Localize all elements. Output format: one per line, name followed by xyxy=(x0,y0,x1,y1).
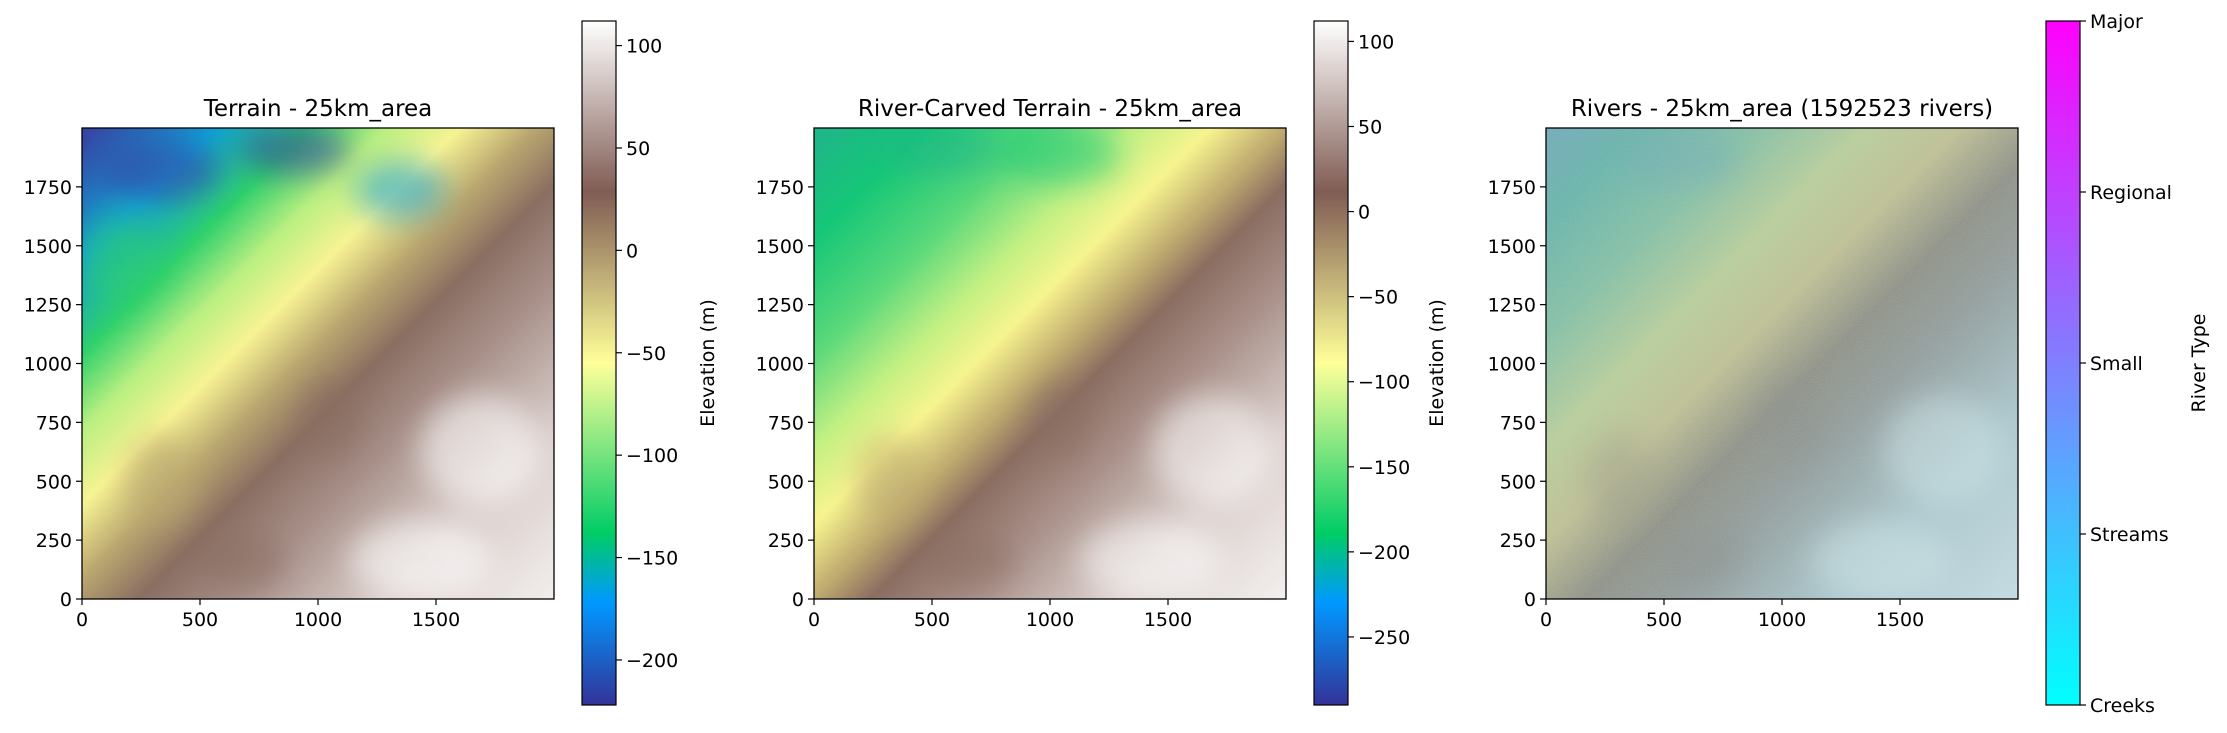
colorbar-ticks-terrain: 100 50 0 −50 −100 −150 −200 xyxy=(616,36,678,672)
y-tick-label: 500 xyxy=(768,471,804,493)
colorbar-tick-label: −250 xyxy=(1358,627,1410,649)
colorbar-river-carved xyxy=(1314,21,1348,705)
y-tick-label: 750 xyxy=(768,412,804,434)
axes-rivers: 0 500 1000 1500 0 250 500 750 1000 1250 1500 1750 xyxy=(1488,177,1925,631)
y-tick-label: 1500 xyxy=(756,236,804,258)
panel-terrain: Terrain - 25km_area 0 500 1000 150002505007… xyxy=(24,20,719,706)
colorbar-tick-label: −150 xyxy=(626,548,678,570)
x-tick-label: 500 xyxy=(914,609,950,631)
colorbar-tick-label: −150 xyxy=(1358,457,1410,479)
colorbar-tick-label: −50 xyxy=(626,343,666,365)
colorbar-label-river-carved: Elevation (m) xyxy=(1426,299,1448,427)
colorbar-label-rivers: River Type xyxy=(2188,314,2210,413)
colorbar-category-label: Small xyxy=(2090,353,2143,375)
colorbar-ticks-rivers: Creeks Streams Small Regional Major xyxy=(2080,11,2172,717)
colorbar-tick-label: 0 xyxy=(626,240,638,262)
y-tick-label: 1250 xyxy=(24,295,72,317)
heatmap-rivers xyxy=(1546,128,2018,599)
colorbar-terrain xyxy=(582,21,616,705)
panel-river-carved: River-Carved Terrain - 25km_area 0 500 100… xyxy=(756,20,1448,706)
colorbar-tick-label: 100 xyxy=(1358,31,1394,53)
x-tick-label: 1500 xyxy=(412,609,460,631)
colorbar-tick-label: 0 xyxy=(1358,202,1370,224)
colorbar-category-label: Regional xyxy=(2090,182,2172,204)
x-tick-label: 500 xyxy=(1646,609,1682,631)
y-tick-label: 750 xyxy=(36,412,72,434)
x-tick-label: 1500 xyxy=(1876,609,1924,631)
axes-river-carved: 0 500 1000 1500 0 250 500 750 1000 1250 1500 1750 xyxy=(756,177,1193,631)
y-tick-label: 1750 xyxy=(24,177,72,199)
colorbar-tick-label: 100 xyxy=(626,36,662,58)
y-tick-label: 1250 xyxy=(1488,295,1536,317)
colorbar-tick-label: −200 xyxy=(626,650,678,672)
x-tick-label: 0 xyxy=(76,609,88,631)
y-tick-label: 1750 xyxy=(1488,177,1536,199)
y-tick-label: 0 xyxy=(60,589,72,611)
y-tick-label: 1500 xyxy=(24,236,72,258)
colorbar-label-terrain: Elevation (m) xyxy=(697,299,719,427)
colorbar-category-label: Streams xyxy=(2090,524,2169,546)
x-tick-label: 1500 xyxy=(1144,609,1192,631)
y-tick-label: 750 xyxy=(1500,412,1536,434)
colorbar-tick-label: −100 xyxy=(1358,372,1410,394)
x-tick-label: 500 xyxy=(182,609,218,631)
panel-2-title: River-Carved Terrain - 25km_area xyxy=(858,96,1242,122)
heatmap-terrain xyxy=(82,128,554,599)
y-tick-label: 1500 xyxy=(1488,236,1536,258)
y-tick-label: 1250 xyxy=(756,295,804,317)
y-tick-label: 0 xyxy=(792,589,804,611)
y-tick-label: 500 xyxy=(1500,471,1536,493)
y-tick-label: 500 xyxy=(36,471,72,493)
x-tick-label: 1000 xyxy=(294,609,342,631)
y-tick-label: 1000 xyxy=(1488,354,1536,376)
colorbar-category-label: Creeks xyxy=(2090,695,2155,717)
panel-1-title: Terrain - 25km_area xyxy=(203,96,433,122)
y-tick-label: 250 xyxy=(1500,530,1536,552)
y-tick-label: 0 xyxy=(1524,589,1536,611)
colorbar-tick-label: −50 xyxy=(1358,287,1398,309)
colorbar-tick-label: −200 xyxy=(1358,542,1410,564)
colorbar-rivers xyxy=(2046,21,2080,705)
y-tick-label: 1000 xyxy=(24,354,72,376)
y-tick-label: 1750 xyxy=(756,177,804,199)
colorbar-tick-label: 50 xyxy=(1358,116,1382,138)
panel-3-title: Rivers - 25km_area (1592523 rivers) xyxy=(1571,96,1993,122)
x-tick-label: 0 xyxy=(808,609,820,631)
heatmap-river-carved xyxy=(814,128,1286,599)
axes-terrain: 0 500 1000 1500 0 250 500 750 1000 1250 1500 1750 xyxy=(24,177,461,631)
y-tick-label: 250 xyxy=(36,530,72,552)
y-tick-label: 1000 xyxy=(756,354,804,376)
y-tick-label: 250 xyxy=(768,530,804,552)
colorbar-category-label: Major xyxy=(2090,11,2143,33)
x-tick-label: 1000 xyxy=(1758,609,1806,631)
colorbar-ticks-river-carved: 100 50 0 −50 −100 −150 −200 −250 xyxy=(1348,31,1410,649)
x-tick-label: 1000 xyxy=(1026,609,1074,631)
colorbar-tick-label: 50 xyxy=(626,138,650,160)
x-tick-label: 0 xyxy=(1540,609,1552,631)
colorbar-tick-label: −100 xyxy=(626,445,678,467)
panel-rivers: Rivers - 25km_area (1592523 rivers) 0 500… xyxy=(1488,11,2210,717)
